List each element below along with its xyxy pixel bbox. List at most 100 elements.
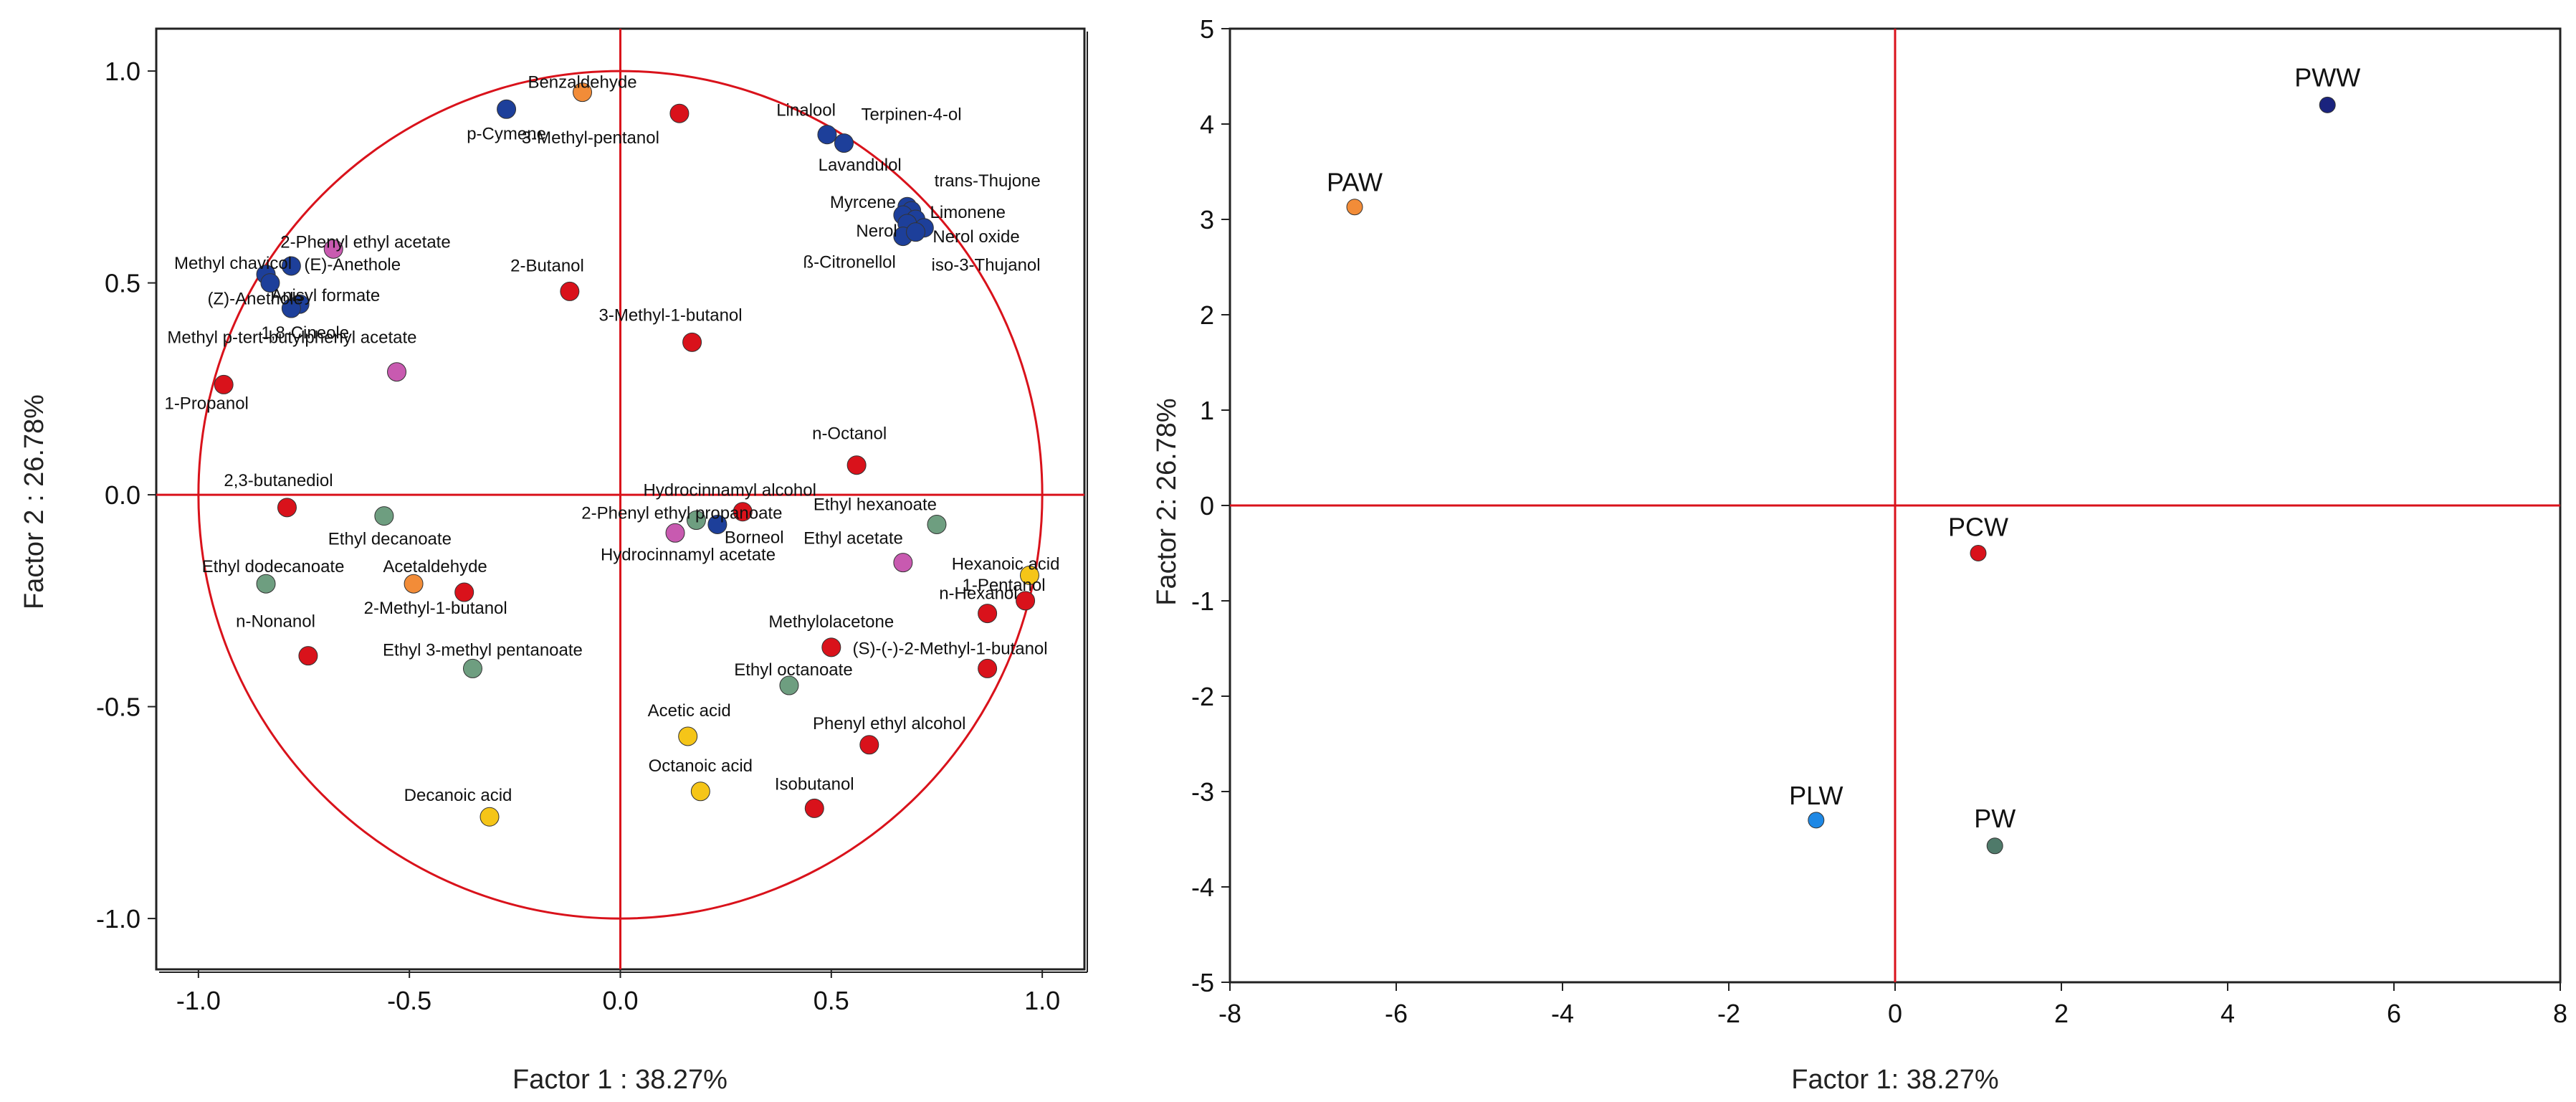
point-label-pw: PW <box>1974 804 2016 833</box>
point-label-iso-3-thujanol: iso-3-Thujanol <box>932 256 1041 275</box>
point-methyl-p-tert-butylphenyl-acetate <box>387 362 407 382</box>
right-y-tick-label: 2 <box>1200 300 1214 330</box>
point-label-pww: PWW <box>2294 62 2360 92</box>
point-label-paw: PAW <box>1327 168 1383 197</box>
point-decanoic-acid <box>480 807 500 827</box>
point-label-2-butanol: 2-Butanol <box>510 256 584 275</box>
left-x-tick-label: -0.5 <box>387 986 431 1015</box>
right-x-tick-label: 6 <box>2387 999 2401 1028</box>
point-label-ethyl-3-methyl-pentanoate: Ethyl 3-methyl pentanoate <box>383 640 583 660</box>
point-label-z-anethole: (Z)-Anethole <box>208 290 303 309</box>
point-n-octanol <box>846 455 867 475</box>
point-label-n-octanol: n-Octanol <box>812 424 887 444</box>
left-x-tick-label: 0.0 <box>602 986 638 1015</box>
point-label-1-8-cineole: 1,8-Cineole <box>261 323 349 343</box>
point-ethyl-dodecanoate <box>256 574 276 594</box>
point-label-2-3-butanediol: 2,3-butanediol <box>224 471 333 490</box>
point-label-nerol: Nerol <box>856 222 897 241</box>
point-linalool <box>817 125 837 145</box>
point-borneol <box>707 514 728 534</box>
point-1-pentanol <box>1016 591 1036 611</box>
point-label-isobutanol: Isobutanol <box>775 774 854 794</box>
point-label-ethyl-octanoate: Ethyl octanoate <box>734 660 852 680</box>
right-y-tick-label: 4 <box>1200 110 1214 139</box>
point-label-hydrocinnamyl-acetate: Hydrocinnamyl acetate <box>601 545 776 564</box>
point-paw <box>1346 199 1363 216</box>
point-label-1-propanol: 1-Propanol <box>164 394 248 413</box>
right-x-tick-label: 0 <box>1888 999 1902 1028</box>
point-label-ethyl-dodecanoate: Ethyl dodecanoate <box>202 557 345 576</box>
point-label-plw: PLW <box>1789 781 1843 810</box>
left-x-tick-label: 0.5 <box>814 986 849 1015</box>
point-label-n-nonanol: n-Nonanol <box>236 612 315 632</box>
left-y-tick-label: -0.5 <box>96 693 140 722</box>
point-1-propanol <box>214 374 234 394</box>
point-2-3-butanediol <box>277 498 297 518</box>
point-phenyl-ethyl-alcohol <box>859 735 879 755</box>
right-x-axis-label: Factor 1: 38.27% <box>1791 1065 1998 1095</box>
right-y-tick-label: 3 <box>1200 205 1214 234</box>
right-y-tick-label: -4 <box>1191 873 1214 902</box>
point-ethyl-acetate <box>893 553 913 573</box>
point-label-ethyl-acetate: Ethyl acetate <box>803 529 903 548</box>
point-label-hydrocinnamyl-alcohol: Hydrocinnamyl alcohol <box>643 481 816 500</box>
point-label-nerol-oxide: Nerol oxide <box>932 227 1019 247</box>
point-hydrocinnamyl-alcohol <box>733 502 753 522</box>
point-hydrocinnamyl-acetate <box>665 523 685 543</box>
point-label-hexanoic-acid: Hexanoic acid <box>952 554 1060 574</box>
point-label-e-anethole: (E)-Anethole <box>304 255 401 275</box>
point-label-ethyl-hexanoate: Ethyl hexanoate <box>814 495 937 514</box>
point-pww <box>2319 96 2336 113</box>
right-y-tick-label: 0 <box>1200 491 1214 521</box>
point-terpinen-4-ol <box>834 133 854 153</box>
point-n-hexanol <box>978 604 998 624</box>
point-label-terpinen-4-ol: Terpinen-4-ol <box>861 105 961 125</box>
right-y-tick-label: 1 <box>1200 396 1214 425</box>
right-y-tick-label: -3 <box>1191 777 1214 807</box>
score-plot: -8 -6 -4 -2 0 2 4 6 8 5 4 3 2 1 0 -1 -2 -3 -4 -5 PWW PAW PCW P… <box>1152 14 2567 1095</box>
point-label-benzaldehyde: Benzaldehyde <box>528 73 636 92</box>
point-label-2-methyl-1-butanol: 2-Methyl-1-butanol <box>364 599 507 618</box>
point-label-octanoic-acid: Octanoic acid <box>649 756 753 776</box>
unit-circle <box>197 70 1044 920</box>
point-label-acetaldehyde: Acetaldehyde <box>383 557 487 576</box>
point-ethyl-decanoate <box>374 506 394 526</box>
right-y-tick-label: 5 <box>1200 14 1214 44</box>
point-ethyl-octanoate <box>779 675 799 695</box>
point-benzaldehyde <box>573 82 593 103</box>
point-ethyl-3-methyl-pentanoate <box>462 658 482 678</box>
point-label-anisyl-formate: Anisyl formate <box>271 286 380 305</box>
point-methylolacetone <box>821 637 841 657</box>
point-3-methyl-pentanol <box>669 103 690 123</box>
point-p-cymene <box>497 99 517 119</box>
point-ethyl-hexanoate <box>927 514 947 534</box>
point-label-2-phenyl-ethyl-acetate: 2-Phenyl ethyl acetate <box>280 232 450 252</box>
point-label-phenyl-ethyl-alcohol: Phenyl ethyl alcohol <box>813 714 965 733</box>
point-label-methylolacetone: Methylolacetone <box>768 612 894 632</box>
left-y-tick-label: 0.0 <box>105 480 140 510</box>
point-1-8-cineole <box>281 298 301 318</box>
right-x-tick-label: 8 <box>2553 999 2567 1028</box>
left-y-tick-label: -1.0 <box>96 904 140 934</box>
point-label-n-hexanol: n-Hexanol <box>939 584 1017 604</box>
point-isobutanol <box>804 798 824 818</box>
point-2-butanol <box>560 281 580 301</box>
point-label-trans-thujone: trans-Thujone <box>935 171 1041 191</box>
point-label-3-methyl-1-butanol: 3-Methyl-1-butanol <box>599 305 743 325</box>
point-label-linalool: Linalool <box>776 101 836 120</box>
left-x-tick-label: -1.0 <box>176 986 221 1015</box>
left-x-axis-label: Factor 1 : 38.27% <box>512 1065 728 1095</box>
point-label-s-2-methyl-1-butanol: (S)-(-)-2-Methyl-1-butanol <box>853 639 1048 658</box>
point-label-1-pentanol: 1-Pentanol <box>962 576 1045 595</box>
point-acetic-acid <box>678 726 698 746</box>
left-y-tick-label: 0.5 <box>105 269 140 298</box>
point-iso-3-thujanol <box>906 222 926 242</box>
point-plw <box>1808 812 1825 829</box>
point-pw <box>1986 837 2003 855</box>
point-z-anethole <box>260 273 280 293</box>
right-x-tick-label: -2 <box>1717 999 1740 1028</box>
right-y-tick-label: -2 <box>1191 682 1214 711</box>
left-x-tick-label: 1.0 <box>1024 986 1060 1015</box>
point-label-methyl-p-tert-butylphenyl-acetate: Methyl p-tert-butylphenyl acetate <box>167 328 416 348</box>
